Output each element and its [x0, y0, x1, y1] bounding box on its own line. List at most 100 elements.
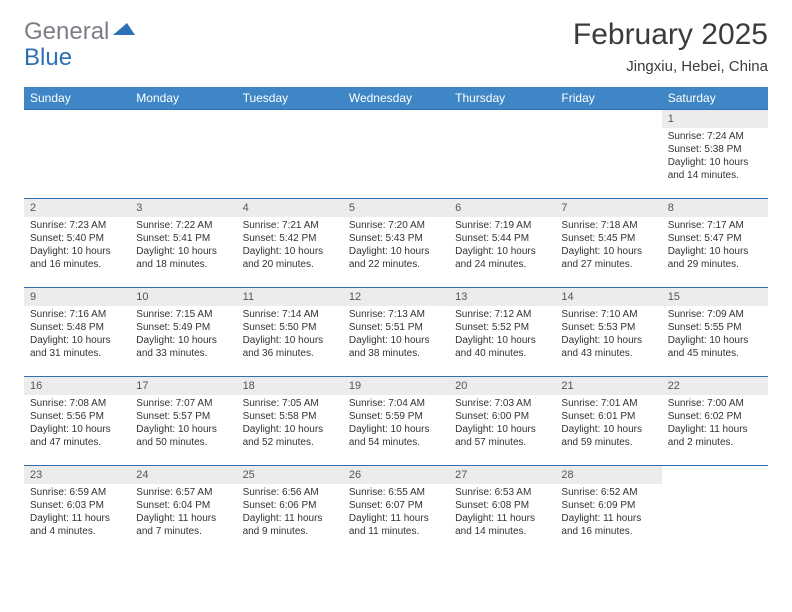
brand-triangle-icon	[113, 18, 135, 46]
calendar-empty-cell	[449, 110, 555, 199]
weekday-header: Tuesday	[237, 87, 343, 110]
weekday-header: Wednesday	[343, 87, 449, 110]
day-info: Sunrise: 7:00 AMSunset: 6:02 PMDaylight:…	[662, 395, 768, 453]
calendar-day-cell: 17Sunrise: 7:07 AMSunset: 5:57 PMDayligh…	[130, 377, 236, 466]
day-number: 1	[662, 110, 768, 128]
calendar-day-cell: 15Sunrise: 7:09 AMSunset: 5:55 PMDayligh…	[662, 288, 768, 377]
calendar-day-cell: 7Sunrise: 7:18 AMSunset: 5:45 PMDaylight…	[555, 199, 661, 288]
day-number: 17	[130, 377, 236, 395]
day-number: 4	[237, 199, 343, 217]
day-number: 2	[24, 199, 130, 217]
calendar-empty-cell	[237, 110, 343, 199]
calendar-week-row: 1Sunrise: 7:24 AMSunset: 5:38 PMDaylight…	[24, 110, 768, 199]
calendar-day-cell: 21Sunrise: 7:01 AMSunset: 6:01 PMDayligh…	[555, 377, 661, 466]
day-info: Sunrise: 6:57 AMSunset: 6:04 PMDaylight:…	[130, 484, 236, 542]
calendar-day-cell: 11Sunrise: 7:14 AMSunset: 5:50 PMDayligh…	[237, 288, 343, 377]
calendar-day-cell: 19Sunrise: 7:04 AMSunset: 5:59 PMDayligh…	[343, 377, 449, 466]
day-info: Sunrise: 7:03 AMSunset: 6:00 PMDaylight:…	[449, 395, 555, 453]
day-number: 26	[343, 466, 449, 484]
day-info: Sunrise: 6:56 AMSunset: 6:06 PMDaylight:…	[237, 484, 343, 542]
day-number: 12	[343, 288, 449, 306]
day-number: 5	[343, 199, 449, 217]
calendar-day-cell: 6Sunrise: 7:19 AMSunset: 5:44 PMDaylight…	[449, 199, 555, 288]
day-number: 16	[24, 377, 130, 395]
calendar-day-cell: 2Sunrise: 7:23 AMSunset: 5:40 PMDaylight…	[24, 199, 130, 288]
weekday-header: Thursday	[449, 87, 555, 110]
day-info: Sunrise: 6:53 AMSunset: 6:08 PMDaylight:…	[449, 484, 555, 542]
day-info: Sunrise: 7:15 AMSunset: 5:49 PMDaylight:…	[130, 306, 236, 364]
day-info: Sunrise: 7:24 AMSunset: 5:38 PMDaylight:…	[662, 128, 768, 186]
day-info: Sunrise: 7:13 AMSunset: 5:51 PMDaylight:…	[343, 306, 449, 364]
weekday-header: Monday	[130, 87, 236, 110]
top-bar: General February 2025 Jingxiu, Hebei, Ch…	[24, 18, 768, 75]
day-info: Sunrise: 7:18 AMSunset: 5:45 PMDaylight:…	[555, 217, 661, 275]
day-number: 13	[449, 288, 555, 306]
calendar-day-cell: 16Sunrise: 7:08 AMSunset: 5:56 PMDayligh…	[24, 377, 130, 466]
calendar-day-cell: 4Sunrise: 7:21 AMSunset: 5:42 PMDaylight…	[237, 199, 343, 288]
title-block: February 2025 Jingxiu, Hebei, China	[573, 18, 768, 75]
calendar-week-row: 9Sunrise: 7:16 AMSunset: 5:48 PMDaylight…	[24, 288, 768, 377]
brand-part1: General	[24, 18, 109, 46]
day-info: Sunrise: 7:10 AMSunset: 5:53 PMDaylight:…	[555, 306, 661, 364]
day-info: Sunrise: 6:52 AMSunset: 6:09 PMDaylight:…	[555, 484, 661, 542]
calendar-body: 1Sunrise: 7:24 AMSunset: 5:38 PMDaylight…	[24, 110, 768, 555]
calendar-head: SundayMondayTuesdayWednesdayThursdayFrid…	[24, 87, 768, 110]
calendar-empty-cell	[130, 110, 236, 199]
day-info: Sunrise: 7:01 AMSunset: 6:01 PMDaylight:…	[555, 395, 661, 453]
day-info: Sunrise: 7:14 AMSunset: 5:50 PMDaylight:…	[237, 306, 343, 364]
calendar-table: SundayMondayTuesdayWednesdayThursdayFrid…	[24, 87, 768, 554]
calendar-day-cell: 26Sunrise: 6:55 AMSunset: 6:07 PMDayligh…	[343, 466, 449, 555]
day-info: Sunrise: 7:21 AMSunset: 5:42 PMDaylight:…	[237, 217, 343, 275]
day-number: 20	[449, 377, 555, 395]
calendar-day-cell: 28Sunrise: 6:52 AMSunset: 6:09 PMDayligh…	[555, 466, 661, 555]
day-number: 23	[24, 466, 130, 484]
day-number: 19	[343, 377, 449, 395]
calendar-day-cell: 3Sunrise: 7:22 AMSunset: 5:41 PMDaylight…	[130, 199, 236, 288]
calendar-day-cell: 22Sunrise: 7:00 AMSunset: 6:02 PMDayligh…	[662, 377, 768, 466]
calendar-page: General February 2025 Jingxiu, Hebei, Ch…	[0, 0, 792, 612]
day-number: 28	[555, 466, 661, 484]
day-number: 27	[449, 466, 555, 484]
day-info: Sunrise: 7:07 AMSunset: 5:57 PMDaylight:…	[130, 395, 236, 453]
day-number: 18	[237, 377, 343, 395]
day-number: 11	[237, 288, 343, 306]
calendar-day-cell: 13Sunrise: 7:12 AMSunset: 5:52 PMDayligh…	[449, 288, 555, 377]
calendar-day-cell: 5Sunrise: 7:20 AMSunset: 5:43 PMDaylight…	[343, 199, 449, 288]
calendar-day-cell: 18Sunrise: 7:05 AMSunset: 5:58 PMDayligh…	[237, 377, 343, 466]
day-info: Sunrise: 7:04 AMSunset: 5:59 PMDaylight:…	[343, 395, 449, 453]
day-info: Sunrise: 7:19 AMSunset: 5:44 PMDaylight:…	[449, 217, 555, 275]
calendar-day-cell: 20Sunrise: 7:03 AMSunset: 6:00 PMDayligh…	[449, 377, 555, 466]
day-info: Sunrise: 7:17 AMSunset: 5:47 PMDaylight:…	[662, 217, 768, 275]
calendar-day-cell: 14Sunrise: 7:10 AMSunset: 5:53 PMDayligh…	[555, 288, 661, 377]
day-number: 10	[130, 288, 236, 306]
day-info: Sunrise: 6:55 AMSunset: 6:07 PMDaylight:…	[343, 484, 449, 542]
calendar-week-row: 23Sunrise: 6:59 AMSunset: 6:03 PMDayligh…	[24, 466, 768, 555]
weekday-header: Friday	[555, 87, 661, 110]
location-subtitle: Jingxiu, Hebei, China	[573, 58, 768, 75]
day-info: Sunrise: 7:22 AMSunset: 5:41 PMDaylight:…	[130, 217, 236, 275]
day-info: Sunrise: 7:20 AMSunset: 5:43 PMDaylight:…	[343, 217, 449, 275]
brand-logo: General	[24, 18, 135, 46]
calendar-empty-cell	[24, 110, 130, 199]
day-info: Sunrise: 7:12 AMSunset: 5:52 PMDaylight:…	[449, 306, 555, 364]
day-number: 15	[662, 288, 768, 306]
brand-part2: Blue	[24, 44, 72, 72]
calendar-day-cell: 12Sunrise: 7:13 AMSunset: 5:51 PMDayligh…	[343, 288, 449, 377]
day-number: 14	[555, 288, 661, 306]
month-title: February 2025	[573, 18, 768, 52]
day-info: Sunrise: 7:23 AMSunset: 5:40 PMDaylight:…	[24, 217, 130, 275]
calendar-week-row: 16Sunrise: 7:08 AMSunset: 5:56 PMDayligh…	[24, 377, 768, 466]
calendar-day-cell: 10Sunrise: 7:15 AMSunset: 5:49 PMDayligh…	[130, 288, 236, 377]
day-info: Sunrise: 7:08 AMSunset: 5:56 PMDaylight:…	[24, 395, 130, 453]
day-number: 8	[662, 199, 768, 217]
day-info: Sunrise: 7:09 AMSunset: 5:55 PMDaylight:…	[662, 306, 768, 364]
calendar-day-cell: 27Sunrise: 6:53 AMSunset: 6:08 PMDayligh…	[449, 466, 555, 555]
calendar-empty-cell	[662, 466, 768, 555]
day-info: Sunrise: 6:59 AMSunset: 6:03 PMDaylight:…	[24, 484, 130, 542]
weekday-header: Saturday	[662, 87, 768, 110]
day-number: 9	[24, 288, 130, 306]
day-number: 6	[449, 199, 555, 217]
calendar-week-row: 2Sunrise: 7:23 AMSunset: 5:40 PMDaylight…	[24, 199, 768, 288]
day-info: Sunrise: 7:16 AMSunset: 5:48 PMDaylight:…	[24, 306, 130, 364]
calendar-day-cell: 8Sunrise: 7:17 AMSunset: 5:47 PMDaylight…	[662, 199, 768, 288]
